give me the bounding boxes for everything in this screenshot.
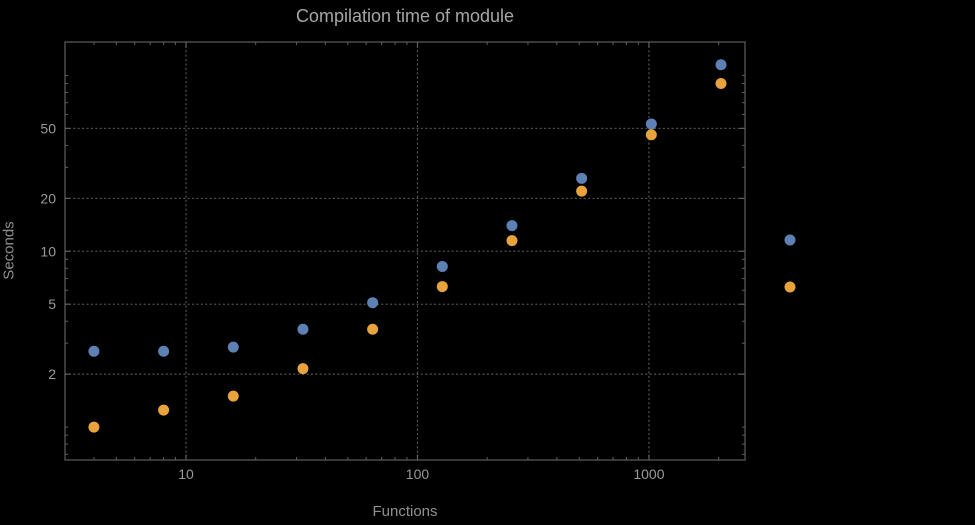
legend-marker-orange: [784, 281, 796, 293]
y-axis-label: Seconds: [0, 221, 18, 280]
data-point-series-2-orange: [227, 390, 239, 402]
data-point-series-1-blue: [158, 345, 170, 357]
data-point-series-2-orange: [506, 235, 518, 247]
data-point-series-1-blue: [576, 172, 588, 184]
data-point-series-1-blue: [506, 220, 518, 232]
data-point-series-1-blue: [645, 118, 657, 130]
chart-title: Compilation time of module: [295, 6, 515, 26]
data-point-series-1-blue: [436, 260, 448, 272]
legend-marker-blue: [784, 234, 796, 246]
data-point-series-1-blue: [88, 345, 100, 357]
data-point-series-1-blue: [715, 59, 727, 71]
data-point-series-2-orange: [367, 323, 379, 335]
data-point-series-2-orange: [297, 363, 309, 375]
x-axis-label: Functions: [372, 503, 438, 520]
x-tick-label: 1000: [633, 466, 664, 482]
data-point-series-2-orange: [715, 78, 727, 90]
data-point-series-2-orange: [88, 421, 100, 433]
y-tick-label: 10: [40, 243, 56, 259]
data-point-series-2-orange: [436, 281, 448, 293]
y-tick-label: 50: [40, 120, 56, 136]
x-tick-label: 100: [406, 466, 430, 482]
data-point-series-2-orange: [645, 129, 657, 141]
y-tick-label: 2: [48, 366, 56, 382]
data-point-series-1-blue: [297, 323, 309, 335]
y-tick-label: 5: [48, 296, 56, 312]
data-point-series-2-orange: [576, 185, 588, 197]
x-tick-label: 10: [178, 466, 194, 482]
data-point-series-2-orange: [158, 404, 170, 416]
data-point-series-1-blue: [367, 297, 379, 309]
data-point-series-1-blue: [227, 341, 239, 353]
y-tick-label: 20: [40, 190, 56, 206]
